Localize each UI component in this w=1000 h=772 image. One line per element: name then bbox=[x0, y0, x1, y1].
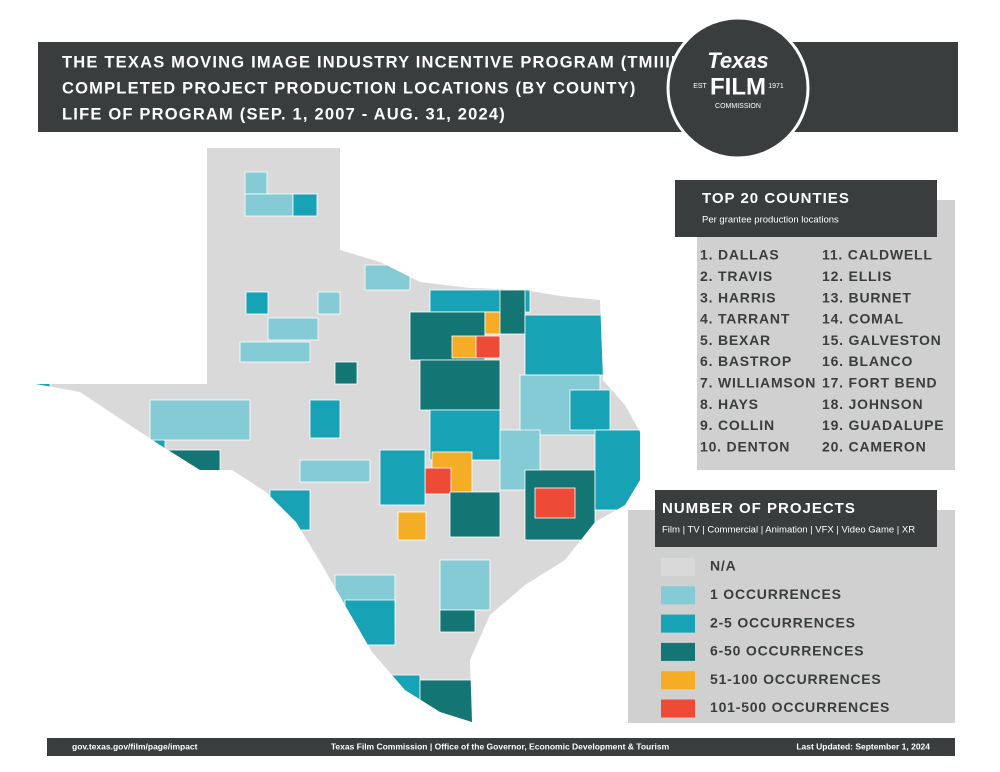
county-rank: 7. WILLIAMSON bbox=[700, 375, 816, 391]
county-rank: 13. BURNET bbox=[822, 289, 912, 305]
legend-label: N/A bbox=[710, 558, 737, 574]
legend-swatch bbox=[661, 586, 695, 605]
county bbox=[309, 399, 341, 439]
county bbox=[524, 314, 606, 376]
county bbox=[267, 317, 319, 341]
header-line: THE TEXAS MOVING IMAGE INDUSTRY INCENTIV… bbox=[62, 53, 690, 71]
county bbox=[244, 171, 268, 195]
legend-swatch bbox=[661, 558, 695, 576]
county bbox=[317, 291, 341, 315]
top20-list: 1. DALLAS 2. TRAVIS 3. HARRIS 4. TARRANT 5. … bbox=[700, 247, 944, 455]
county-rank: 11. CALDWELL bbox=[822, 247, 933, 263]
county-rank: 10. DENTON bbox=[700, 438, 790, 454]
county bbox=[424, 467, 452, 495]
county-rank: 19. GUADALUPE bbox=[822, 417, 944, 433]
county bbox=[149, 399, 251, 441]
county bbox=[451, 335, 477, 359]
logo-word: Texas bbox=[707, 48, 769, 73]
county bbox=[419, 679, 476, 722]
legend-subtitle: Film | TV | Commercial | Animation | VFX… bbox=[662, 525, 915, 536]
county-rank: 1. DALLAS bbox=[700, 247, 780, 263]
county bbox=[569, 389, 611, 431]
legend-label: 1 OCCURRENCES bbox=[710, 586, 842, 602]
logo-circle bbox=[666, 16, 810, 160]
county-rank: 18. JOHNSON bbox=[822, 396, 923, 412]
legend-swatch bbox=[661, 699, 695, 718]
top20-subtitle: Per grantee production locations bbox=[702, 215, 839, 226]
county bbox=[245, 291, 269, 315]
legend-label: 101-500 OCCURRENCES bbox=[710, 699, 890, 715]
county bbox=[244, 193, 294, 217]
top20-header bbox=[675, 180, 937, 237]
county-rank: 2. TRAVIS bbox=[700, 268, 773, 284]
footer-center: Texas Film Commission | Office of the Go… bbox=[331, 741, 670, 751]
county-rank: 20. CAMERON bbox=[822, 438, 926, 454]
county bbox=[439, 609, 476, 633]
footer-right: Last Updated: September 1, 2024 bbox=[796, 741, 930, 751]
footer-left: gov.texas.gov/film/page/impact bbox=[72, 741, 198, 751]
county bbox=[534, 487, 576, 519]
county bbox=[109, 439, 166, 511]
county bbox=[334, 361, 358, 385]
county bbox=[299, 459, 371, 483]
county-rank: 8. HAYS bbox=[700, 396, 759, 412]
county bbox=[475, 335, 501, 359]
legend-label: 6-50 OCCURRENCES bbox=[710, 643, 864, 659]
header-line: COMPLETED PROJECT PRODUCTION LOCATIONS (… bbox=[62, 79, 637, 97]
county-rank: 9. COLLIN bbox=[700, 417, 775, 433]
county-rank: 16. BLANCO bbox=[822, 353, 913, 369]
legend-header bbox=[655, 490, 937, 547]
county bbox=[269, 489, 311, 531]
county bbox=[379, 449, 426, 506]
county bbox=[364, 264, 411, 291]
legend-label: 2-5 OCCURRENCES bbox=[710, 614, 856, 630]
logo-est: EST bbox=[693, 83, 707, 90]
county bbox=[449, 491, 501, 538]
legend-swatch bbox=[661, 671, 695, 690]
top20-title: TOP 20 COUNTIES bbox=[702, 190, 850, 207]
legend-label: 51-100 OCCURRENCES bbox=[710, 671, 882, 687]
county bbox=[344, 599, 396, 646]
logo-year: 1971 bbox=[768, 83, 784, 90]
county bbox=[499, 289, 526, 335]
county-rank: 6. BASTROP bbox=[700, 353, 792, 369]
header-line: LIFE OF PROGRAM (SEP. 1, 2007 - AUG. 31,… bbox=[62, 105, 506, 123]
county-rank: 12. ELLIS bbox=[822, 268, 892, 284]
county bbox=[594, 429, 640, 511]
legend-list: N/A 1 OCCURRENCES 2-5 OCCURRENCES 6-50 OCCU… bbox=[661, 558, 890, 718]
county-rank: 15. GALVESTON bbox=[822, 332, 942, 348]
county bbox=[379, 674, 421, 701]
texas-map bbox=[36, 148, 640, 722]
county-rank: 5. BEXAR bbox=[700, 332, 771, 348]
county bbox=[397, 511, 427, 541]
county bbox=[292, 193, 318, 217]
logo-commission: COMMISSION bbox=[715, 103, 761, 110]
legend-title: NUMBER OF PROJECTS bbox=[662, 500, 856, 517]
county bbox=[239, 341, 311, 363]
county-rank: 17. FORT BEND bbox=[822, 375, 937, 391]
county-rank: 3. HARRIS bbox=[700, 289, 776, 305]
legend-swatch bbox=[661, 642, 695, 661]
footer-bar bbox=[47, 738, 955, 756]
county-rank: 14. COMAL bbox=[822, 311, 904, 327]
top20-panel bbox=[697, 200, 955, 470]
logo-film: FILM bbox=[710, 73, 766, 100]
county bbox=[419, 359, 501, 411]
county bbox=[36, 377, 51, 393]
county bbox=[439, 559, 491, 611]
county-rank: 4. TARRANT bbox=[700, 311, 790, 327]
county bbox=[159, 449, 221, 531]
legend-swatch bbox=[661, 614, 695, 633]
